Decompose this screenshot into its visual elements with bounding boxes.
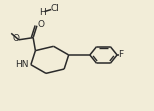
Text: F: F <box>118 51 123 59</box>
Text: H: H <box>39 8 46 17</box>
Text: Cl: Cl <box>51 4 59 13</box>
Text: O: O <box>13 34 20 43</box>
Text: O: O <box>37 20 44 29</box>
Text: HN: HN <box>15 60 29 69</box>
